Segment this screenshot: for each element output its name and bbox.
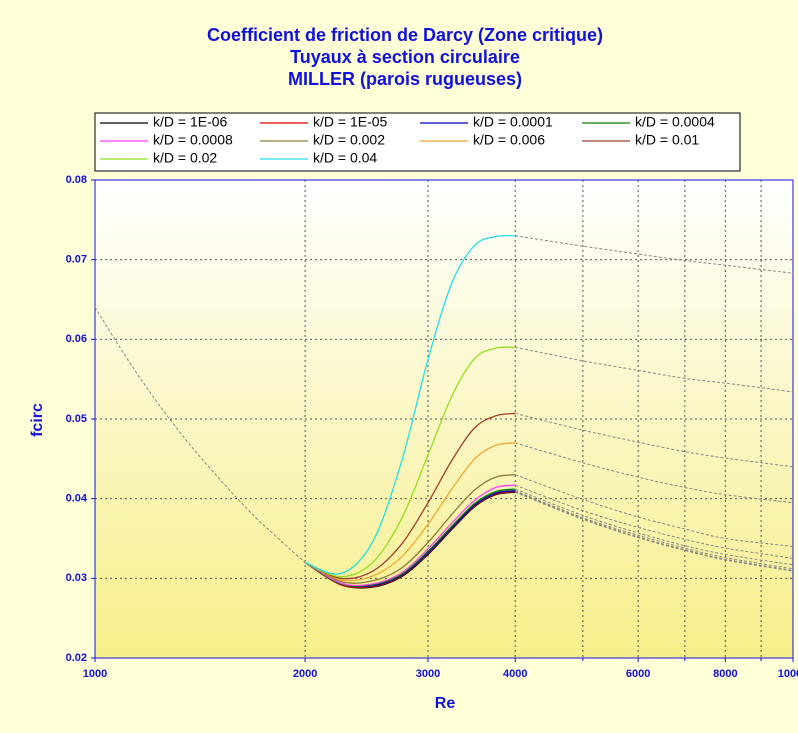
turbulent-line [515, 490, 794, 570]
y-tick-label: 0.03 [66, 572, 87, 584]
y-tick-label: 0.05 [66, 413, 87, 425]
series-line [304, 488, 516, 587]
turbulent-line [515, 491, 794, 571]
y-tick-label: 0.08 [66, 174, 87, 186]
turbulent-line [515, 488, 794, 566]
turbulent-line [515, 346, 794, 393]
x-tick-label: 2000 [293, 668, 317, 680]
legend-label: k/D = 0.02 [153, 150, 217, 166]
x-tick-label: 1000 [83, 668, 107, 680]
legend-label: k/D = 1E-05 [313, 114, 388, 130]
chart-subtitle: MILLER (parois rugueuses) [288, 69, 522, 89]
legend-label: k/D = 0.006 [473, 132, 545, 148]
turbulent-line [515, 412, 794, 468]
series-line [304, 442, 516, 582]
legend-label: k/D = 1E-06 [153, 114, 228, 130]
x-tick-label: 3000 [416, 668, 440, 680]
plot-frame [94, 179, 794, 659]
series-line [304, 234, 516, 575]
legend [94, 112, 741, 172]
legend-label: k/D = 0.0004 [635, 114, 715, 130]
laminar-line [94, 307, 306, 563]
y-tick-label: 0.06 [66, 333, 87, 345]
x-tick-label: 6000 [626, 668, 650, 680]
series-line [304, 484, 516, 587]
y-tick-label: 0.04 [66, 493, 88, 505]
x-tick-label: 8000 [713, 668, 737, 680]
turbulent-line [515, 491, 794, 572]
turbulent-line [515, 235, 794, 274]
series-line [304, 474, 516, 584]
turbulent-line [515, 474, 794, 547]
series-line [304, 346, 516, 578]
chart-subtitle: Tuyaux à section circulaire [290, 47, 520, 67]
x-axis-label: Re [435, 695, 456, 712]
legend-label: k/D = 0.01 [635, 132, 699, 148]
legend-label: k/D = 0.04 [313, 150, 377, 166]
y-tick-label: 0.02 [66, 652, 87, 664]
turbulent-line [515, 442, 794, 504]
x-tick-label: 10000 [778, 668, 798, 680]
y-tick-label: 0.07 [66, 254, 87, 266]
legend-label: k/D = 0.0001 [473, 114, 553, 130]
turbulent-line [515, 484, 794, 559]
legend-label: k/D = 0.002 [313, 132, 385, 148]
x-tick-label: 4000 [503, 668, 527, 680]
legend-label: k/D = 0.0008 [153, 132, 233, 148]
y-axis-label: fcirc [29, 403, 46, 437]
series-line [304, 412, 516, 580]
chart-title: Coefficient de friction de Darcy (Zone c… [207, 25, 603, 45]
plot-area [95, 180, 793, 658]
